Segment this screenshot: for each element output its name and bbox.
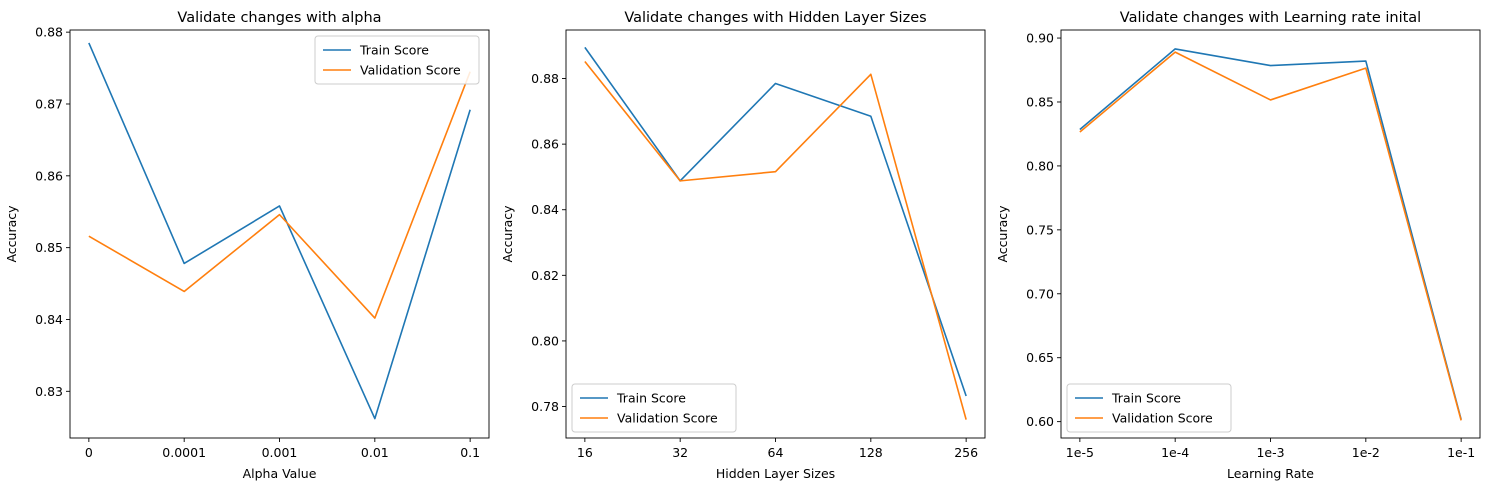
y-tick-label: 0.83 [35,384,63,399]
legend-label: Validation Score [617,411,718,426]
y-axis-label: Accuracy [4,205,19,263]
x-tick-label: 0.1 [460,445,480,460]
y-tick-label: 0.84 [531,202,559,217]
y-tick-label: 0.86 [35,168,63,183]
legend: Train Score Validation Score [314,35,480,85]
series-line-validation-score [584,60,967,420]
y-axis-label: Accuracy [995,205,1010,263]
axes-frame [69,29,490,439]
x-tick-label: 1e-4 [1161,445,1189,460]
x-tick-label: 1e-2 [1352,445,1380,460]
series-line-validation-score [1079,51,1462,421]
y-tick-label: 0.85 [1026,94,1054,109]
x-tick-label: 64 [768,445,784,460]
x-tick-label: 32 [672,445,688,460]
x-tick-label: 128 [859,445,883,460]
axes-frame [1060,29,1481,439]
y-tick-label: 0.70 [1026,286,1054,301]
y-axis-label: Accuracy [500,205,515,263]
legend-box [1066,383,1232,433]
x-tick-label: 0.01 [361,445,389,460]
x-tick-label: 0.001 [262,445,298,460]
x-tick-label: 16 [577,445,593,460]
y-tick-label: 0.88 [531,71,559,86]
chart-title: Validate changes with alpha [177,10,381,26]
chart-title: Validate changes with Hidden Layer Sizes [624,10,926,26]
y-tick-label: 0.88 [35,25,63,40]
legend-label: Train Score [359,43,429,58]
y-tick-label: 0.86 [531,137,559,152]
y-tick-label: 0.80 [531,333,559,348]
chart-title: Validate changes with Learning rate init… [1120,10,1421,26]
legend-label: Validation Score [1112,411,1213,426]
legend-label: Train Score [1111,391,1181,406]
x-tick-label: 1e-1 [1447,445,1475,460]
series-line-train-score [584,46,967,397]
axes-frame [565,29,986,439]
series-line-validation-score [88,71,471,319]
chart-panel-3: Validate changes with Learning rate init… [995,10,1481,481]
legend-label: Validation Score [360,63,461,78]
series-line-train-score [88,42,471,420]
legend: Train Score Validation Score [1066,383,1232,433]
y-tick-label: 0.78 [531,399,559,414]
x-tick-label: 0 [85,445,93,460]
y-tick-label: 0.85 [35,240,63,255]
y-tick-label: 0.84 [35,312,63,327]
y-tick-label: 0.75 [1026,222,1054,237]
legend-label: Train Score [616,391,686,406]
y-tick-label: 0.90 [1026,31,1054,46]
y-tick-label: 0.82 [531,268,559,283]
chart-panel-1: Validate changes with alpha 0 0.0001 0.001 0… [4,10,490,481]
x-axis-label: Learning Rate [1227,466,1314,481]
y-tick-label: 0.60 [1026,414,1054,429]
series-line-train-score [1079,48,1462,420]
y-tick-label: 0.87 [35,96,63,111]
chart-panel-2: Validate changes with Hidden Layer Sizes… [500,10,986,481]
y-tick-label: 0.65 [1026,350,1054,365]
legend: Train Score Validation Score [571,383,737,433]
y-tick-label: 0.80 [1026,158,1054,173]
legend-box [571,383,737,433]
x-tick-label: 0.0001 [162,445,206,460]
x-axis-label: Hidden Layer Sizes [716,466,835,481]
x-tick-label: 256 [954,445,978,460]
legend-box [314,35,480,85]
x-axis-label: Alpha Value [243,466,317,481]
x-tick-label: 1e-5 [1066,445,1094,460]
x-tick-label: 1e-3 [1256,445,1284,460]
